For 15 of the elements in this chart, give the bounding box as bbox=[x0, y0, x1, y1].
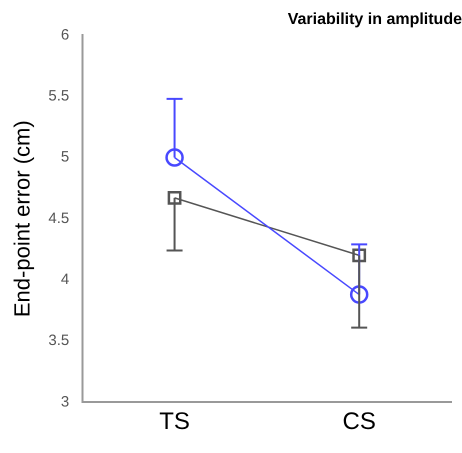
y-tick-label: 5 bbox=[60, 148, 70, 166]
point bbox=[352, 248, 366, 262]
y-tick-label: 6 bbox=[60, 26, 70, 44]
point bbox=[168, 190, 182, 205]
y-tick-label: 4.5 bbox=[48, 210, 70, 227]
x-tick-label: CS bbox=[342, 408, 376, 436]
point bbox=[165, 148, 184, 167]
point bbox=[350, 285, 368, 304]
y-tick-label: 3 bbox=[60, 393, 70, 410]
chart-title: Variability in amplitude bbox=[288, 11, 462, 28]
y-tick-label: 5.5 bbox=[48, 88, 70, 105]
y-tick-label: 3.5 bbox=[48, 332, 70, 350]
y-tick-label: 4 bbox=[60, 271, 70, 288]
x-tick-label: TS bbox=[159, 408, 190, 436]
y-axis-title: End-point error (cm) bbox=[9, 120, 34, 318]
